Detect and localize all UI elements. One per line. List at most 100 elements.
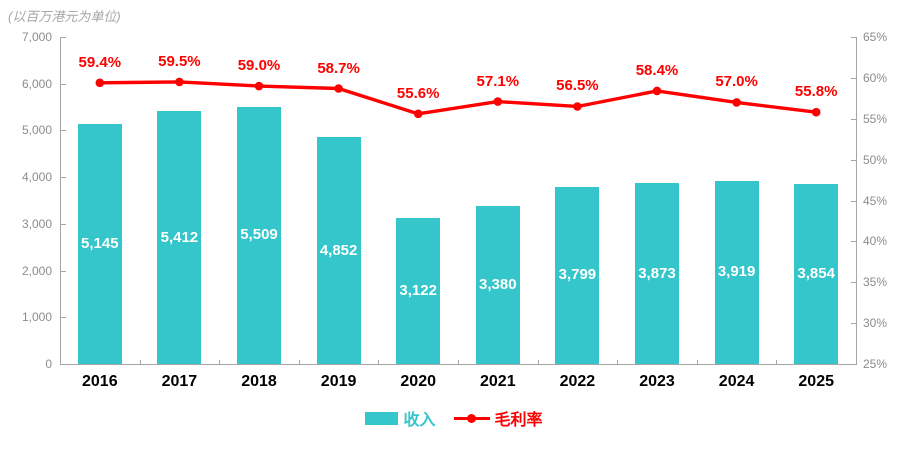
x-axis-year-label: 2017 <box>161 373 198 390</box>
revenue-bar: 3,122 <box>396 218 441 364</box>
right-axis-tick <box>851 364 856 365</box>
y-axis-label-left: 0 <box>45 357 52 371</box>
bar-value-label: 5,145 <box>81 234 119 252</box>
y-axis-label-left: 3,000 <box>21 216 52 231</box>
revenue-bar: 5,145 <box>77 123 122 364</box>
left-axis-line <box>60 37 61 365</box>
margin-percent-label: 58.4% <box>635 61 679 79</box>
revenue-bar: 3,799 <box>555 186 600 364</box>
bar-value-label: 3,919 <box>717 263 756 281</box>
line-point <box>493 97 503 106</box>
legend-margin-label: 毛利率 <box>494 412 543 429</box>
revenue-bar: 5,509 <box>237 106 281 364</box>
y-axis-label-right: 30% <box>863 316 888 331</box>
revenue-bar: 5,412 <box>157 111 202 364</box>
right-axis-line <box>856 37 857 365</box>
right-axis-tick <box>851 37 856 38</box>
margin-percent-label: 57.1% <box>476 72 520 90</box>
y-axis-label-right: 65% <box>863 30 888 44</box>
x-axis-year-label: 2016 <box>82 373 118 390</box>
y-axis-label-right: 50% <box>863 152 888 167</box>
y-axis-label-left: 1,000 <box>21 310 52 325</box>
right-axis-tick <box>851 323 856 325</box>
margin-percent-label: 56.5% <box>556 77 599 95</box>
x-axis-tick <box>776 360 778 364</box>
x-axis-year-label: 2020 <box>400 373 436 390</box>
x-axis-tick <box>219 360 221 364</box>
revenue-bar: 3,854 <box>794 183 839 364</box>
right-axis-tick <box>851 241 856 243</box>
y-axis-label-right: 35% <box>863 275 888 290</box>
left-axis-tick <box>61 83 66 85</box>
margin-percent-label: 58.7% <box>317 59 360 77</box>
x-axis-tick <box>537 360 539 364</box>
y-axis-label-right: 45% <box>863 193 888 208</box>
line-point <box>573 102 582 111</box>
margin-percent-label: 59.0% <box>237 57 281 75</box>
x-axis-year-label: 2019 <box>320 373 357 390</box>
bar-value-label: 5,412 <box>160 228 199 246</box>
right-axis-tick <box>851 159 856 161</box>
y-axis-label-right: 25% <box>863 357 888 371</box>
line-point <box>811 107 821 117</box>
line-point <box>334 84 343 93</box>
left-axis-tick <box>61 223 66 225</box>
bar-value-label: 4,852 <box>319 241 358 259</box>
y-axis-label-left: 6,000 <box>21 76 52 91</box>
bar-value-label: 3,854 <box>797 264 835 282</box>
y-axis-label-right: 40% <box>863 234 888 249</box>
left-axis-tick <box>61 37 66 38</box>
legend-revenue-label: 收入 <box>403 412 436 429</box>
x-axis-tick <box>458 360 459 364</box>
x-axis-tick <box>298 360 300 364</box>
revenue-bar: 3,873 <box>635 183 679 364</box>
margin-percent-label: 59.5% <box>158 52 201 70</box>
x-axis-year-label: 2023 <box>639 373 675 390</box>
y-axis-label-left: 5,000 <box>21 123 52 138</box>
x-axis-tick <box>617 360 619 364</box>
line-point <box>413 109 423 119</box>
bottom-axis-line <box>60 364 857 365</box>
x-axis-year-label: 2022 <box>559 373 596 390</box>
right-axis-tick <box>851 77 856 79</box>
margin-percent-label: 55.8% <box>794 83 838 101</box>
bar-value-label: 3,122 <box>399 282 437 300</box>
revenue-bar: 3,919 <box>714 180 759 364</box>
x-axis-year-label: 2025 <box>798 373 834 390</box>
left-axis-tick <box>61 364 66 365</box>
line-point <box>652 86 662 96</box>
y-axis-label-right: 55% <box>863 111 888 126</box>
revenue-bar: 3,380 <box>475 206 520 364</box>
bar-value-label: 5,509 <box>240 226 278 244</box>
margin-percent-label: 59.4% <box>78 53 122 71</box>
line-point <box>732 98 741 107</box>
bar-value-label: 3,873 <box>638 264 676 282</box>
legend-item-margin: 毛利率 <box>453 406 543 430</box>
right-axis-tick <box>851 118 856 120</box>
revenue-swatch-icon <box>365 411 399 425</box>
line-point <box>254 81 264 91</box>
left-axis-tick <box>61 270 66 272</box>
bar-value-label: 3,380 <box>479 276 517 294</box>
x-axis-year-label: 2024 <box>718 373 755 390</box>
y-axis-label-left: 2,000 <box>21 263 52 278</box>
line-point <box>175 77 184 87</box>
right-axis-tick <box>851 282 856 284</box>
line-point <box>95 78 105 88</box>
y-axis-label-left: 4,000 <box>21 170 52 185</box>
x-axis-tick <box>139 360 141 364</box>
bar-value-label: 3,799 <box>558 266 597 284</box>
x-axis-year-label: 2018 <box>241 373 277 390</box>
x-axis-tick <box>696 360 698 364</box>
margin-percent-label: 55.6% <box>396 84 440 102</box>
chart-legend: 收入 毛利率 <box>0 405 908 431</box>
right-axis-tick <box>851 200 856 202</box>
left-axis-tick <box>61 130 66 132</box>
y-axis-label-left: 7,000 <box>21 30 52 44</box>
left-axis-tick <box>61 317 66 319</box>
x-axis-tick <box>378 360 380 364</box>
revenue-bar: 4,852 <box>316 137 361 364</box>
margin-percent-label: 57.0% <box>715 73 758 91</box>
left-axis-tick <box>61 177 66 179</box>
